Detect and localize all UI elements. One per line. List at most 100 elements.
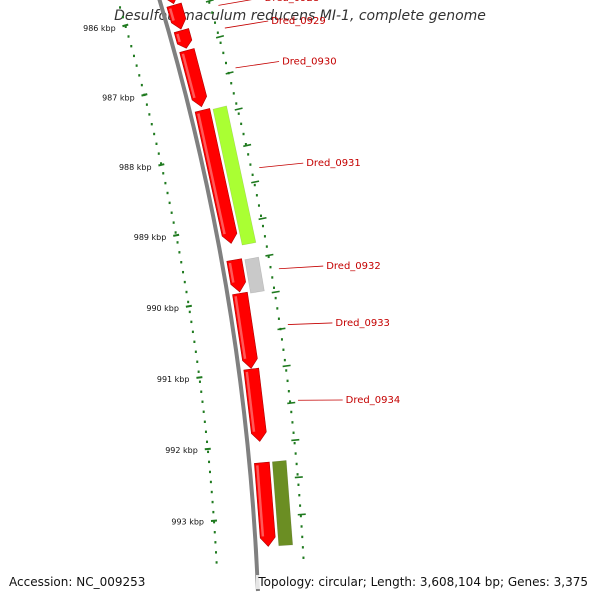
- track-dot: [119, 6, 122, 9]
- track-dot: [251, 173, 254, 177]
- gene-arrow: [166, 2, 187, 30]
- track-dot: [276, 307, 279, 310]
- feature-block: [271, 460, 294, 547]
- arrow-highlight: [234, 296, 247, 359]
- track-dot: [187, 300, 190, 304]
- track-dot: [235, 102, 238, 105]
- track-dot: [240, 122, 243, 126]
- track-dot: [292, 431, 295, 434]
- track-dot: [263, 235, 266, 238]
- track-tick: [297, 513, 306, 516]
- track-dot: [180, 261, 183, 264]
- track-dot: [237, 112, 240, 115]
- track-dot: [296, 473, 299, 476]
- track-dot: [210, 490, 213, 494]
- kbp-tick: [122, 23, 129, 28]
- track-dot: [203, 420, 206, 423]
- track-dot: [124, 25, 127, 28]
- track-dot: [285, 369, 288, 372]
- track-dot: [206, 440, 209, 444]
- track-dot: [150, 122, 153, 126]
- track-dot: [202, 410, 205, 413]
- kbp-tick: [204, 447, 211, 451]
- track-dot: [293, 441, 296, 445]
- track-dot: [204, 430, 207, 433]
- left-dotted-track: [119, 6, 218, 564]
- arrow-highlight: [228, 262, 235, 283]
- kbp-tick: [173, 233, 180, 237]
- label-leader: [224, 20, 269, 29]
- track-dot: [157, 152, 160, 155]
- gene-arrow: [179, 48, 207, 108]
- kbp-tick-label: 989 kbp: [134, 233, 167, 242]
- kbp-tick: [158, 163, 165, 167]
- track-dot: [145, 103, 148, 106]
- track-dot: [297, 483, 300, 486]
- track-dot: [289, 400, 292, 403]
- track-tick: [294, 476, 303, 479]
- track-tick: [225, 71, 234, 75]
- gene-label: Dred_0933: [335, 318, 390, 329]
- track-dot: [164, 181, 167, 185]
- track-dot: [197, 370, 200, 373]
- track-dot: [155, 142, 158, 146]
- track-dot: [176, 241, 179, 244]
- track-dot: [183, 280, 186, 284]
- track-dot: [211, 11, 214, 14]
- track-dot: [232, 92, 235, 95]
- track-dot: [299, 514, 302, 518]
- track-dot: [174, 231, 177, 234]
- track-dot: [208, 1, 211, 4]
- track-dot: [230, 82, 233, 85]
- track-dot: [193, 340, 196, 343]
- track-dot: [166, 191, 169, 195]
- track-dot: [140, 83, 143, 87]
- kbp-tick: [185, 304, 192, 308]
- track-dot: [265, 245, 268, 248]
- topology-text: Topology: circular; Length: 3,608,104 bp…: [256, 575, 590, 589]
- track-dot: [208, 470, 211, 474]
- track-dot: [191, 330, 194, 334]
- track-tick: [265, 253, 274, 257]
- track-dot: [244, 143, 247, 146]
- gene-label: Dred_0929: [271, 16, 326, 27]
- track-dot: [185, 290, 188, 294]
- feature-block: [244, 256, 265, 294]
- track-dot: [138, 74, 141, 77]
- track-tick: [251, 180, 260, 184]
- track-dot: [255, 194, 258, 197]
- track-dot: [253, 183, 256, 187]
- track-dot: [127, 35, 130, 38]
- label-leader: [278, 265, 324, 270]
- right-dotted-track: [208, 1, 305, 559]
- arrow-highlight: [181, 53, 196, 99]
- track-dot: [261, 224, 264, 228]
- arrow-highlight: [168, 8, 175, 21]
- track-tick: [282, 364, 291, 368]
- track-dot: [135, 64, 138, 67]
- track-dot: [182, 270, 185, 274]
- genome-backbone: [157, 0, 260, 592]
- track-dot: [178, 251, 181, 254]
- track-dot: [301, 546, 304, 549]
- track-dot: [196, 360, 199, 363]
- track-dot: [214, 21, 217, 24]
- track-tick: [271, 290, 280, 294]
- gene-label: Dred_0930: [282, 57, 337, 68]
- label-leader: [259, 162, 304, 169]
- arrow-highlight: [245, 371, 256, 432]
- track-dot: [274, 296, 277, 300]
- gene-label: Dred_0931: [306, 158, 361, 169]
- track-dot: [295, 462, 298, 466]
- track-dot: [214, 541, 217, 544]
- track-dot: [209, 480, 212, 484]
- track-dot: [148, 113, 151, 116]
- track-tick: [258, 216, 267, 221]
- track-dot: [190, 320, 193, 324]
- gene-arrow: [226, 258, 246, 293]
- track-dot: [280, 338, 283, 341]
- track-tick: [215, 34, 225, 39]
- track-dot: [198, 380, 201, 383]
- kbp-tick-label: 990 kbp: [146, 304, 179, 313]
- track-dot: [172, 221, 175, 224]
